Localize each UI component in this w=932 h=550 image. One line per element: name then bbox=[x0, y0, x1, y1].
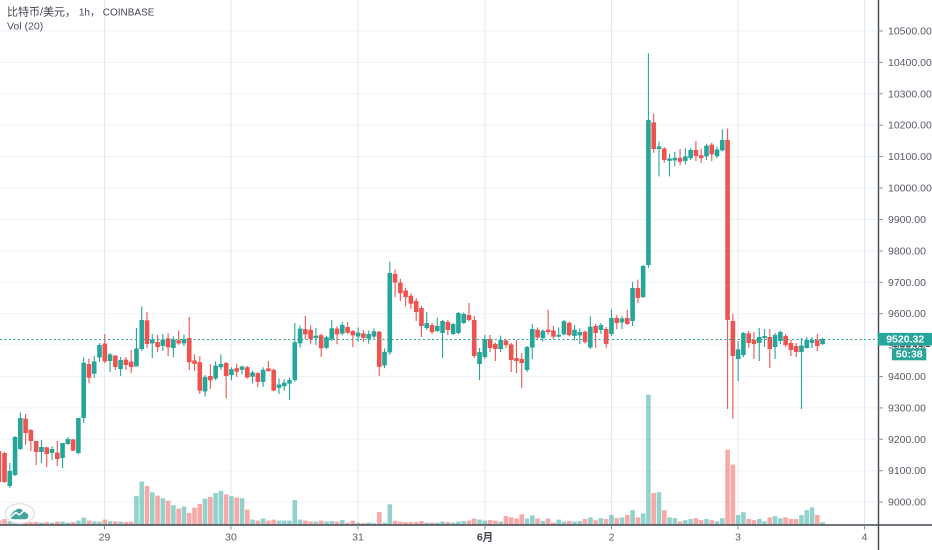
svg-text:Vol (20): Vol (20) bbox=[7, 21, 43, 33]
svg-text:3: 3 bbox=[735, 532, 741, 544]
svg-text:4: 4 bbox=[862, 532, 868, 544]
svg-text:9000.00: 9000.00 bbox=[888, 497, 926, 509]
svg-text:30: 30 bbox=[225, 532, 237, 544]
svg-text:50:38: 50:38 bbox=[896, 349, 923, 361]
svg-text:10500.00: 10500.00 bbox=[888, 26, 932, 38]
svg-text:比特币/美元， 1h， COINBASE: 比特币/美元， 1h， COINBASE bbox=[7, 5, 155, 19]
svg-text:10100.00: 10100.00 bbox=[888, 151, 932, 163]
svg-text:9200.00: 9200.00 bbox=[888, 434, 926, 446]
svg-text:9600.00: 9600.00 bbox=[888, 308, 926, 320]
svg-text:2: 2 bbox=[609, 532, 615, 544]
svg-text:6月: 6月 bbox=[477, 532, 493, 544]
svg-text:29: 29 bbox=[99, 532, 111, 544]
svg-text:31: 31 bbox=[352, 532, 364, 544]
svg-text:9700.00: 9700.00 bbox=[888, 277, 926, 289]
svg-text:9520.32: 9520.32 bbox=[886, 334, 924, 346]
svg-text:9800.00: 9800.00 bbox=[888, 245, 926, 257]
svg-text:9400.00: 9400.00 bbox=[888, 371, 926, 383]
svg-text:9900.00: 9900.00 bbox=[888, 214, 926, 226]
svg-text:10400.00: 10400.00 bbox=[888, 57, 932, 69]
svg-text:10000.00: 10000.00 bbox=[888, 183, 932, 195]
svg-text:10300.00: 10300.00 bbox=[888, 88, 932, 100]
svg-text:9300.00: 9300.00 bbox=[888, 402, 926, 414]
svg-text:9100.00: 9100.00 bbox=[888, 465, 926, 477]
svg-text:10200.00: 10200.00 bbox=[888, 120, 932, 132]
